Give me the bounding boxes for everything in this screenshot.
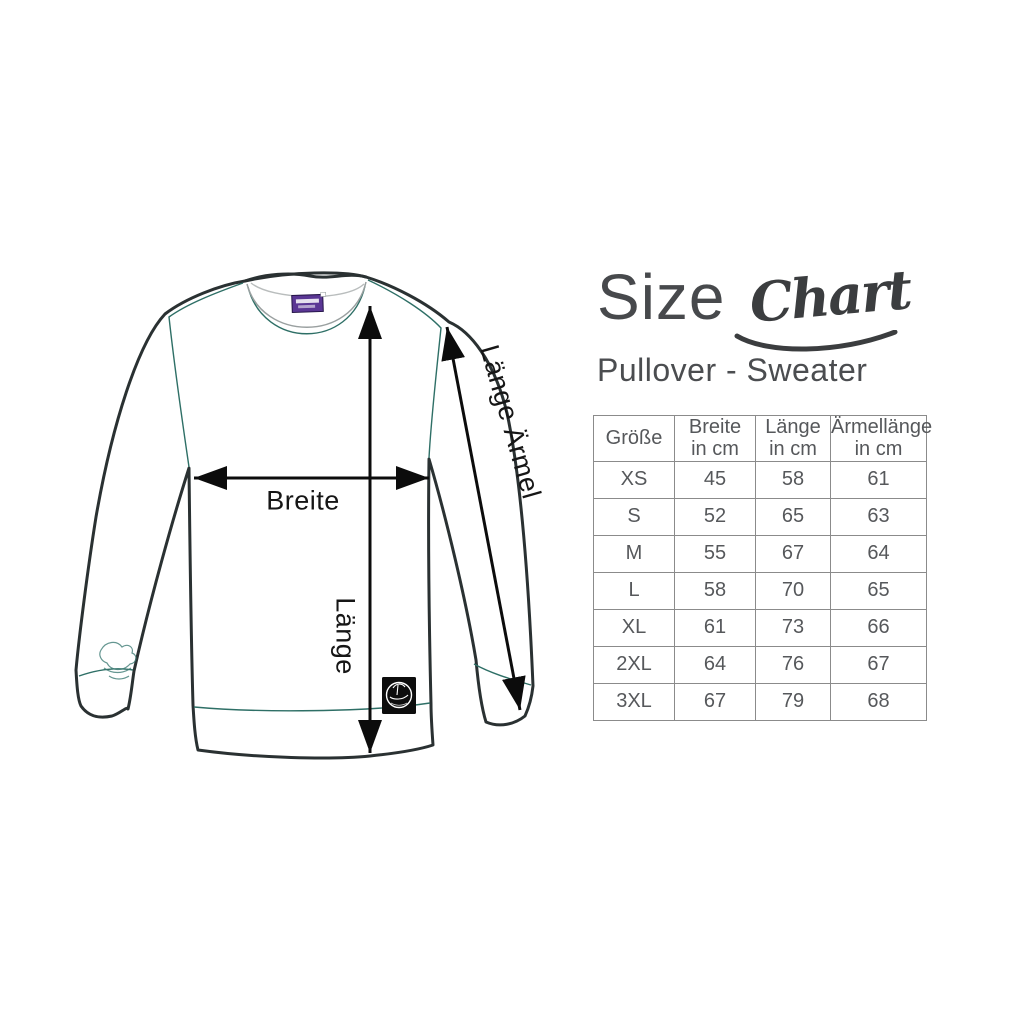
breite-cell: 55 <box>674 534 756 573</box>
table-row: M 55 67 64 <box>593 534 927 573</box>
size-cell: M <box>593 534 675 573</box>
aermel-cell: 65 <box>830 571 927 610</box>
aermel-cell: 63 <box>830 497 927 536</box>
title-swash-decoration <box>734 330 898 352</box>
laenge-cell: 79 <box>755 682 831 721</box>
table-row: L 58 70 65 <box>593 571 927 610</box>
laenge-cell: 70 <box>755 571 831 610</box>
breite-cell: 52 <box>674 497 756 536</box>
header-breite: Breite in cm <box>674 415 756 462</box>
laenge-cell: 67 <box>755 534 831 573</box>
size-cell: L <box>593 571 675 610</box>
table-row: 3XL 67 79 68 <box>593 682 927 721</box>
size-cell: XS <box>593 460 675 499</box>
aermel-cell: 68 <box>830 682 927 721</box>
breite-cell: 64 <box>674 645 756 684</box>
size-cell: S <box>593 497 675 536</box>
measure-arrows <box>194 306 526 753</box>
table-row: XS 45 58 61 <box>593 460 927 499</box>
size-table: Größe Breite in cm Länge in cm Ärmelläng… <box>593 415 933 721</box>
header-aermellaenge: Ärmellänge in cm <box>830 415 933 462</box>
neck-tag <box>291 292 327 314</box>
title-word-size: Size <box>597 261 726 333</box>
laenge-cell: 73 <box>755 608 831 647</box>
length-measure-label: Länge <box>330 597 361 675</box>
laenge-cell: 76 <box>755 645 831 684</box>
subtitle: Pullover - Sweater <box>597 352 868 388</box>
breite-cell: 45 <box>674 460 756 499</box>
aermel-cell: 64 <box>830 534 927 573</box>
header-laenge: Länge in cm <box>755 415 831 462</box>
cuff-logo <box>99 641 137 680</box>
table-header-row: Größe Breite in cm Länge in cm Ärmelläng… <box>593 415 933 462</box>
sleeve-arrow <box>441 326 526 711</box>
breite-cell: 67 <box>674 682 756 721</box>
hem-tag <box>382 677 416 714</box>
aermel-cell: 67 <box>830 645 927 684</box>
laenge-cell: 65 <box>755 497 831 536</box>
size-cell: 3XL <box>593 682 675 721</box>
breite-cell: 58 <box>674 571 756 610</box>
aermel-cell: 61 <box>830 460 927 499</box>
page-title: Size Chart <box>597 257 913 335</box>
table-row: 2XL 64 76 67 <box>593 645 927 684</box>
title-word-chart: Chart <box>746 257 913 335</box>
table-row: S 52 65 63 <box>593 497 927 536</box>
size-cell: 2XL <box>593 645 675 684</box>
header-groesse: Größe <box>593 415 675 462</box>
aermel-cell: 66 <box>830 608 927 647</box>
width-measure-label: Breite <box>266 485 340 516</box>
size-cell: XL <box>593 608 675 647</box>
breite-cell: 61 <box>674 608 756 647</box>
laenge-cell: 58 <box>755 460 831 499</box>
table-row: XL 61 73 66 <box>593 608 927 647</box>
